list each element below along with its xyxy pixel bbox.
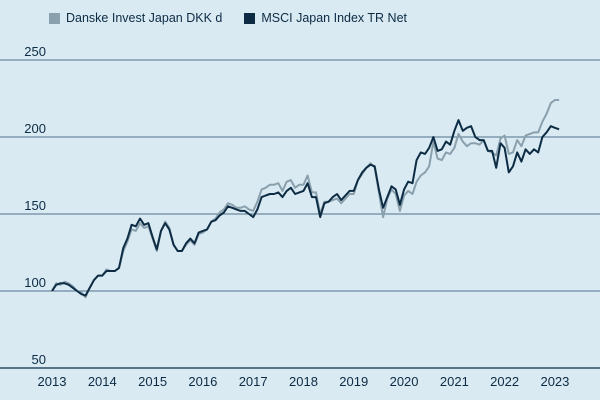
x-tick-label: 2019 bbox=[339, 374, 368, 389]
x-tick-label: 2014 bbox=[88, 374, 117, 389]
legend-label-danske: Danske Invest Japan DKK d bbox=[66, 11, 223, 25]
x-tick-label: 2013 bbox=[38, 374, 67, 389]
y-tick-label: 250 bbox=[24, 44, 46, 59]
series-lines bbox=[51, 99, 560, 299]
x-axis-ticks: 2013 2014 2015 2016 2017 2018 2019 2020 2021 2022… bbox=[38, 374, 570, 389]
series-line-danske bbox=[51, 99, 560, 299]
x-tick-label: 2020 bbox=[390, 374, 419, 389]
x-tick-label: 2018 bbox=[289, 374, 318, 389]
legend: Danske Invest Japan DKK d MSCI Japan Ind… bbox=[49, 11, 407, 25]
legend-item-danske: Danske Invest Japan DKK d bbox=[49, 11, 222, 25]
y-tick-label: 150 bbox=[24, 198, 46, 213]
y-tick-label: 50 bbox=[32, 352, 46, 367]
y-tick-label: 100 bbox=[24, 275, 46, 290]
series-line-msci bbox=[51, 119, 560, 297]
x-tick-label: 2015 bbox=[138, 374, 167, 389]
legend-item-msci: MSCI Japan Index TR Net bbox=[244, 11, 407, 25]
y-axis-ticks: 50 100 150 200 250 bbox=[24, 44, 46, 367]
legend-label-msci: MSCI Japan Index TR Net bbox=[261, 11, 408, 25]
x-tick-label: 2016 bbox=[188, 374, 217, 389]
x-tick-label: 2022 bbox=[490, 374, 519, 389]
legend-swatch-danske bbox=[49, 12, 60, 24]
x-tick-label: 2023 bbox=[540, 374, 569, 389]
y-tick-label: 200 bbox=[24, 121, 46, 136]
legend-swatch-msci bbox=[244, 12, 256, 24]
grid-lines bbox=[0, 59, 600, 369]
x-tick-label: 2021 bbox=[440, 374, 469, 389]
x-tick-label: 2017 bbox=[239, 374, 268, 389]
